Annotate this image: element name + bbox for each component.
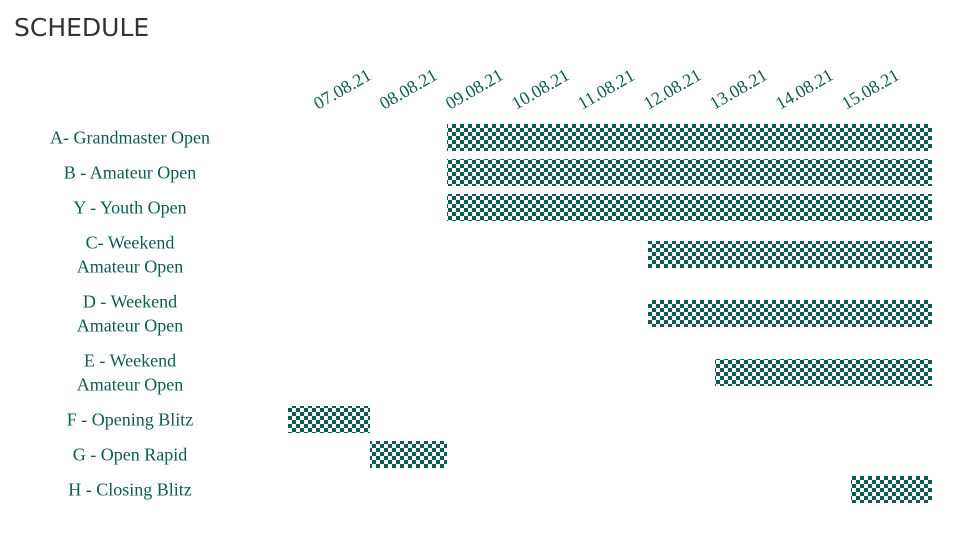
date-label: 14.08.21 [772, 65, 837, 114]
row-label: B - Amateur Open [64, 163, 196, 183]
schedule-bar [447, 194, 932, 221]
date-label: 15.08.21 [838, 65, 903, 114]
date-label: 09.08.21 [442, 65, 507, 114]
schedule-bar [447, 124, 932, 151]
row-label: E - Weekend [84, 351, 176, 371]
date-label: 07.08.21 [310, 65, 375, 114]
date-label: 13.08.21 [706, 65, 771, 114]
row-label: Amateur Open [77, 316, 183, 336]
schedule-bar [851, 476, 932, 503]
schedule-bar [715, 359, 932, 386]
date-label: 08.08.21 [376, 65, 441, 114]
schedule-bar [648, 300, 932, 327]
date-label: 11.08.21 [574, 65, 638, 113]
schedule-bar [370, 441, 447, 468]
date-label: 12.08.21 [640, 65, 705, 114]
row-label: Amateur Open [77, 375, 183, 395]
row-label: H - Closing Blitz [68, 480, 192, 500]
schedule-bar [648, 241, 932, 268]
row-label: D - Weekend [83, 292, 177, 312]
row-label: A- Grandmaster Open [50, 128, 210, 148]
row-label: C- Weekend [86, 233, 175, 253]
date-label: 10.08.21 [508, 65, 573, 114]
schedule-bar [288, 406, 370, 433]
row-label: Y - Youth Open [73, 198, 186, 218]
schedule-bar [447, 159, 932, 186]
row-label: Amateur Open [77, 257, 183, 277]
row-label: F - Opening Blitz [67, 410, 194, 430]
row-label: G - Open Rapid [73, 445, 187, 465]
title: SCHEDULE [14, 13, 149, 42]
